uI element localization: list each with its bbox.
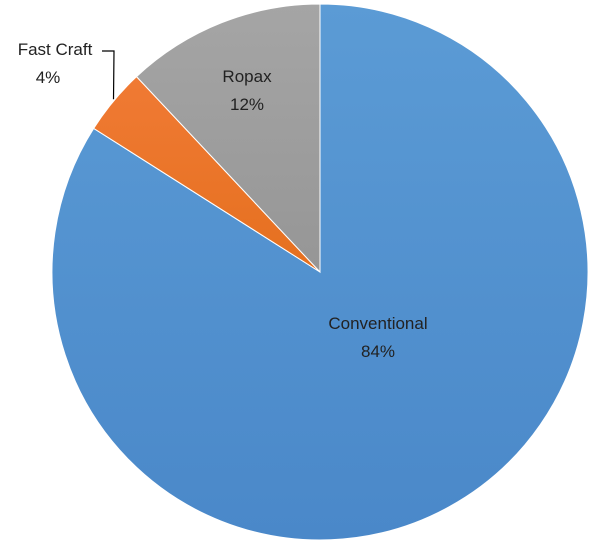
pie-slice-ropax	[135, 3, 321, 274]
fast-craft-leader-line	[102, 50, 115, 100]
fast-craft-percent-label: 4%	[36, 68, 61, 87]
pie-slices	[51, 3, 589, 541]
pie-labels: Conventional 84% Fast Craft 4% Ropax 12%	[18, 40, 428, 361]
conventional-percent-label: 84%	[361, 342, 395, 361]
ropax-percent-label: 12%	[230, 95, 264, 114]
conventional-name-label: Conventional	[328, 314, 427, 333]
fast-craft-name-label: Fast Craft	[18, 40, 93, 59]
ropax-name-label: Ropax	[222, 67, 272, 86]
